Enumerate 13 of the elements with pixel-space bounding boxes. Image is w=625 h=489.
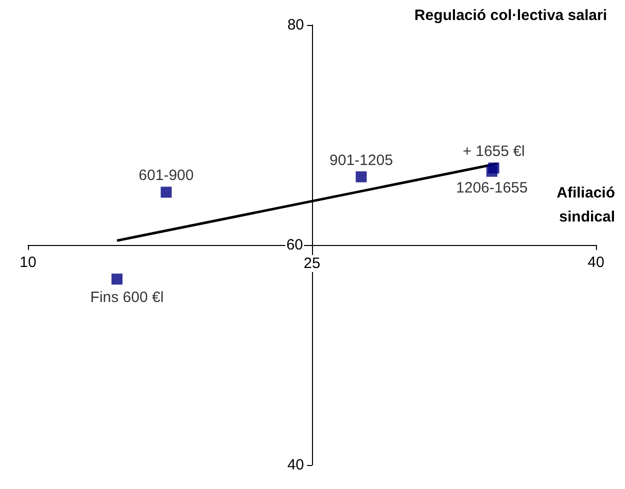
- annotation: Fins 600 €l: [90, 289, 164, 306]
- annotation: 901-1205: [330, 152, 393, 169]
- x-tick-label: 25: [304, 255, 320, 272]
- annotation: 1206-1655: [456, 179, 528, 196]
- annotation: + 1655 €l: [462, 143, 525, 160]
- x-axis-title: Afiliació sindical: [556, 184, 615, 226]
- x-tick-label: 10: [20, 254, 36, 271]
- annotation: 601-900: [138, 167, 194, 184]
- y-tick-label: 60: [286, 236, 303, 254]
- x-tick-label: 40: [588, 254, 604, 271]
- y-tick-label: 40: [287, 456, 304, 474]
- y-tick-label: 80: [287, 16, 304, 34]
- y-axis-title: Regulació col·lectiva salari: [414, 7, 608, 24]
